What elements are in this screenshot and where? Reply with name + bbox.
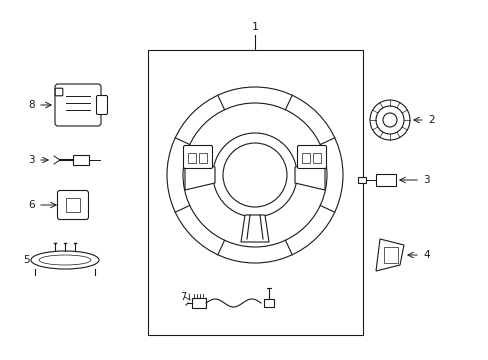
FancyBboxPatch shape: [297, 145, 326, 168]
FancyBboxPatch shape: [183, 145, 212, 168]
Bar: [73, 155, 89, 165]
Bar: [199, 153, 206, 163]
FancyBboxPatch shape: [96, 95, 107, 114]
Text: 7: 7: [180, 292, 185, 302]
Circle shape: [375, 106, 403, 134]
Ellipse shape: [213, 133, 296, 217]
Text: 6: 6: [28, 200, 35, 210]
FancyBboxPatch shape: [55, 84, 101, 126]
Bar: [375, 174, 395, 186]
Ellipse shape: [223, 143, 286, 207]
FancyBboxPatch shape: [58, 190, 88, 220]
Bar: [192, 298, 205, 308]
Circle shape: [382, 113, 396, 127]
Text: 5: 5: [23, 255, 30, 265]
Text: 4: 4: [422, 250, 429, 260]
Text: 2: 2: [427, 115, 434, 125]
Ellipse shape: [31, 251, 99, 269]
Text: 3: 3: [422, 175, 429, 185]
Bar: [312, 153, 320, 163]
Bar: [357, 177, 365, 183]
Bar: [302, 153, 309, 163]
Polygon shape: [184, 160, 215, 190]
Bar: [66, 198, 80, 212]
Text: 3: 3: [28, 155, 35, 165]
Text: 1: 1: [251, 22, 258, 32]
Text: 8: 8: [28, 100, 35, 110]
Polygon shape: [241, 215, 268, 242]
Ellipse shape: [39, 255, 91, 265]
Circle shape: [369, 100, 409, 140]
Polygon shape: [294, 160, 325, 190]
Bar: [187, 153, 196, 163]
Ellipse shape: [183, 103, 326, 247]
Bar: [383, 247, 397, 263]
Polygon shape: [375, 239, 403, 271]
Bar: [264, 299, 273, 307]
FancyBboxPatch shape: [55, 88, 62, 96]
Ellipse shape: [167, 87, 342, 263]
Bar: [148, 50, 362, 335]
